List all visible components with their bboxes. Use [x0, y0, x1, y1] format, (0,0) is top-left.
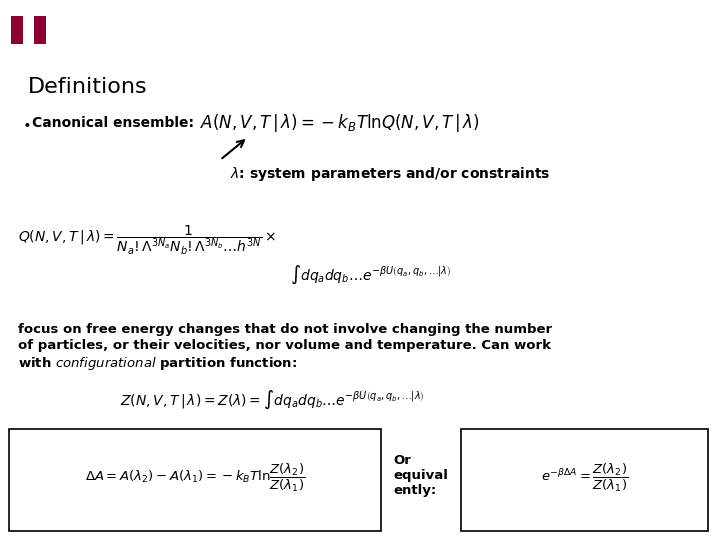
Bar: [11, 16, 23, 44]
Text: Canonical ensemble:: Canonical ensemble:: [32, 116, 194, 130]
Bar: [9, 6, 48, 15]
Text: TEMPLE: TEMPLE: [61, 0, 148, 18]
Text: $\lambda$: system parameters and/or constraints: $\lambda$: system parameters and/or cons…: [230, 165, 551, 183]
FancyBboxPatch shape: [461, 429, 708, 531]
FancyBboxPatch shape: [9, 429, 381, 531]
Bar: [42, 15, 48, 21]
Text: $Q(N,V,T\,|\,\lambda)=\dfrac{1}{N_{a}!\Lambda^{3N_{a}}N_{b}!\Lambda^{3N_{b}}\ldo: $Q(N,V,T\,|\,\lambda)=\dfrac{1}{N_{a}!\L…: [18, 224, 276, 256]
Text: Or
equival
ently:: Or equival ently:: [393, 454, 448, 496]
Text: UNIVERSITY®: UNIVERSITY®: [66, 34, 119, 43]
Text: Definitions: Definitions: [28, 77, 148, 97]
Text: $A(N,V,T\,|\,\lambda)=-k_{B}T\mathrm{ln}Q(N,V,T\,|\,\lambda)$: $A(N,V,T\,|\,\lambda)=-k_{B}T\mathrm{ln}…: [200, 112, 480, 134]
Text: $\int dq_{a}dq_{b}\ldots e^{-\beta U\left(q_{a},q_{b},\ldots|\lambda\right)}$: $\int dq_{a}dq_{b}\ldots e^{-\beta U\lef…: [290, 264, 451, 286]
Text: $\bullet$: $\bullet$: [22, 116, 30, 130]
Bar: [34, 16, 46, 44]
Bar: [9, 15, 14, 21]
Bar: [24, 15, 33, 51]
Text: $\Delta A=A(\lambda_{2})-A(\lambda_{1})=-k_{B}T\mathrm{ln}\dfrac{Z(\lambda_{2})}: $\Delta A=A(\lambda_{2})-A(\lambda_{1})=…: [85, 462, 305, 494]
Text: of particles, or their velocities, nor volume and temperature. Can work: of particles, or their velocities, nor v…: [18, 339, 551, 352]
Text: $e^{-\beta\Delta A}=\dfrac{Z(\lambda_{2})}{Z(\lambda_{1})}$: $e^{-\beta\Delta A}=\dfrac{Z(\lambda_{2}…: [541, 462, 629, 494]
Text: $Z(N,V,T\,|\,\lambda)=Z(\lambda)=\int dq_{a}dq_{b}\ldots e^{-\beta U\left(q_{a},: $Z(N,V,T\,|\,\lambda)=Z(\lambda)=\int dq…: [120, 389, 425, 411]
Text: with $\it{configurational}$ partition function:: with $\it{configurational}$ partition fu…: [18, 355, 297, 372]
FancyArrowPatch shape: [222, 140, 244, 158]
Text: focus on free energy changes that do not involve changing the number: focus on free energy changes that do not…: [18, 323, 552, 336]
Bar: [9, 46, 48, 51]
